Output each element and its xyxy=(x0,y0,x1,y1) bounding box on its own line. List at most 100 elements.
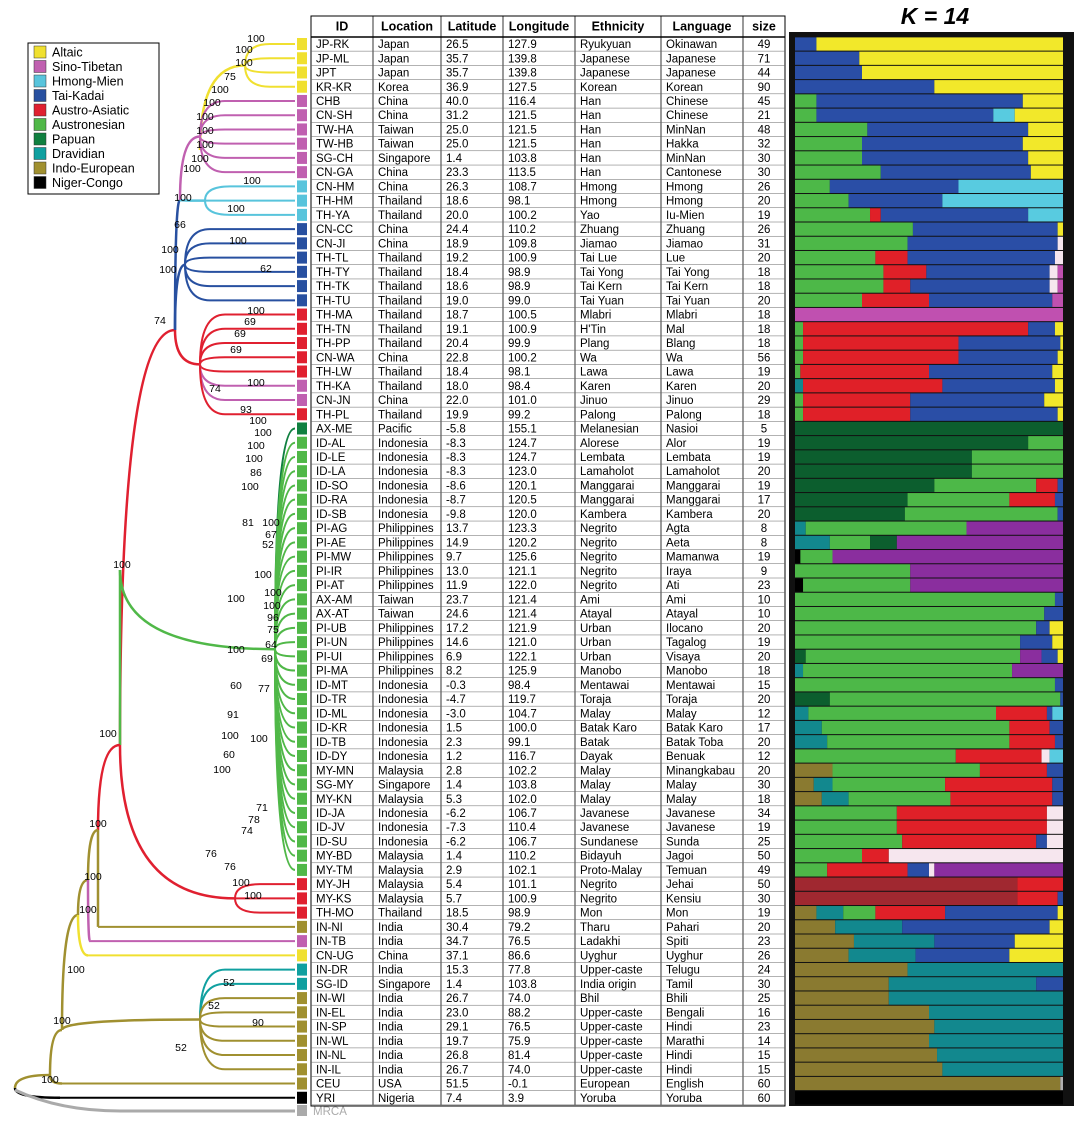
bootstrap-label: 100 xyxy=(183,163,201,175)
admixture-segment xyxy=(795,934,854,948)
table-cell: 121.9 xyxy=(508,623,537,635)
column-header: size xyxy=(752,19,776,33)
admixture-segment xyxy=(795,863,828,877)
table-cell: PI-UB xyxy=(316,623,347,635)
admixture-segment xyxy=(907,236,1058,250)
table-cell: 15 xyxy=(758,680,771,692)
legend-label: Niger-Congo xyxy=(52,176,123,190)
family-marker xyxy=(297,621,307,634)
admixture-segment xyxy=(795,777,814,792)
table-cell: Thailand xyxy=(378,253,422,265)
bootstrap-label: 91 xyxy=(227,709,239,721)
table-cell: Malay xyxy=(580,765,611,777)
legend-label: Indo-European xyxy=(52,161,135,175)
admixture-segment xyxy=(795,1062,943,1076)
bootstrap-label: 100 xyxy=(196,111,214,123)
table-cell: Uyghur xyxy=(666,950,703,962)
admixture-segment xyxy=(795,80,935,94)
bootstrap-label: 67 xyxy=(265,529,277,541)
table-cell: Melanesian xyxy=(580,424,639,436)
family-marker xyxy=(297,351,307,364)
admixture-segment xyxy=(795,550,801,564)
table-cell: PI-MW xyxy=(316,552,351,564)
table-cell: 102.2 xyxy=(508,765,537,777)
table-cell: 51.5 xyxy=(446,1079,468,1091)
bootstrap-label: 69 xyxy=(234,328,246,340)
table-cell: Proto-Malay xyxy=(580,865,642,877)
family-marker xyxy=(297,806,307,819)
family-marker xyxy=(297,1063,307,1076)
table-cell: 18 xyxy=(758,338,771,350)
table-cell: Uyghur xyxy=(580,950,617,962)
admixture-segment xyxy=(1049,720,1063,735)
table-cell: Thailand xyxy=(378,338,422,350)
table-cell: CN-HM xyxy=(316,181,354,193)
table-cell: MY-TM xyxy=(316,865,353,877)
tree-leaf-branch xyxy=(244,43,295,66)
admixture-segment xyxy=(795,364,801,379)
table-cell: Thailand xyxy=(378,367,422,379)
table-cell: Javanese xyxy=(666,808,715,820)
table-cell: 17.2 xyxy=(446,623,468,635)
table-cell: 25 xyxy=(758,993,771,1005)
table-cell: Minangkabau xyxy=(666,765,735,777)
table-cell: IN-SP xyxy=(316,1022,347,1034)
admixture-segment xyxy=(795,735,828,749)
legend-label: Austro-Asiatic xyxy=(52,103,129,117)
table-cell: 109.8 xyxy=(508,238,537,250)
table-cell: 25.0 xyxy=(446,124,468,136)
admixture-segment xyxy=(1022,137,1063,151)
family-marker xyxy=(297,94,307,107)
admixture-segment xyxy=(795,535,830,550)
bootstrap-label: 100 xyxy=(247,33,265,45)
admixture-segment xyxy=(795,678,1055,692)
bootstrap-label: 100 xyxy=(241,481,259,493)
table-cell: Hmong xyxy=(580,196,617,208)
table-cell: 9 xyxy=(761,566,767,578)
family-marker xyxy=(297,450,307,463)
table-cell: 30 xyxy=(758,979,771,991)
table-cell: 22.8 xyxy=(446,352,468,364)
table-cell: IN-WL xyxy=(316,1036,349,1048)
family-marker xyxy=(297,920,307,933)
table-cell: 26.8 xyxy=(446,1050,468,1062)
table-cell: Thailand xyxy=(378,409,422,421)
table-cell: 120.0 xyxy=(508,509,537,521)
bootstrap-label: 100 xyxy=(250,733,268,745)
admixture-segment xyxy=(1057,906,1063,920)
table-cell: Agta xyxy=(666,523,690,535)
table-cell: 23.7 xyxy=(446,594,468,606)
table-cell: PI-AE xyxy=(316,537,346,549)
admixture-segment xyxy=(1052,777,1063,792)
table-cell: Upper-caste xyxy=(580,965,643,977)
table-cell: Wa xyxy=(580,352,597,364)
family-marker xyxy=(297,337,307,350)
table-cell: 18 xyxy=(758,794,771,806)
table-cell: 119.7 xyxy=(508,694,536,706)
table-cell: Benuak xyxy=(666,751,705,763)
admixture-segment xyxy=(795,108,817,122)
table-cell: 110.2 xyxy=(508,851,536,863)
admixture-segment xyxy=(816,37,1063,51)
admixture-segment xyxy=(848,194,943,208)
table-cell: 17 xyxy=(758,495,771,507)
table-cell: 56 xyxy=(758,352,771,364)
table-border xyxy=(310,15,786,1107)
table-cell: 116.7 xyxy=(508,751,536,763)
admixture-segment xyxy=(795,393,804,407)
admixture-segment xyxy=(795,1076,1061,1091)
admixture-segment xyxy=(827,863,908,877)
table-cell: 98.1 xyxy=(508,367,530,379)
column-header: Longitude xyxy=(509,19,569,33)
table-cell: CEU xyxy=(316,1079,340,1091)
table-cell: 121.4 xyxy=(508,594,537,606)
admixture-segment xyxy=(795,322,804,336)
table-cell: 24.4 xyxy=(446,224,469,236)
table-cell: 125.9 xyxy=(508,666,537,678)
family-marker xyxy=(297,992,307,1005)
admixture-segment xyxy=(1014,934,1063,948)
tree-root-mrca xyxy=(14,1088,295,1113)
admixture-segment xyxy=(795,906,817,920)
table-cell: Visaya xyxy=(666,651,701,663)
table-cell: 121.1 xyxy=(508,566,537,578)
